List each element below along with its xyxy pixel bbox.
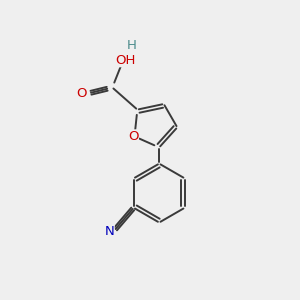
Text: N: N — [104, 225, 114, 238]
Text: O: O — [76, 88, 87, 100]
Text: OH: OH — [116, 54, 136, 67]
Text: H: H — [127, 39, 136, 52]
Text: O: O — [128, 130, 138, 143]
